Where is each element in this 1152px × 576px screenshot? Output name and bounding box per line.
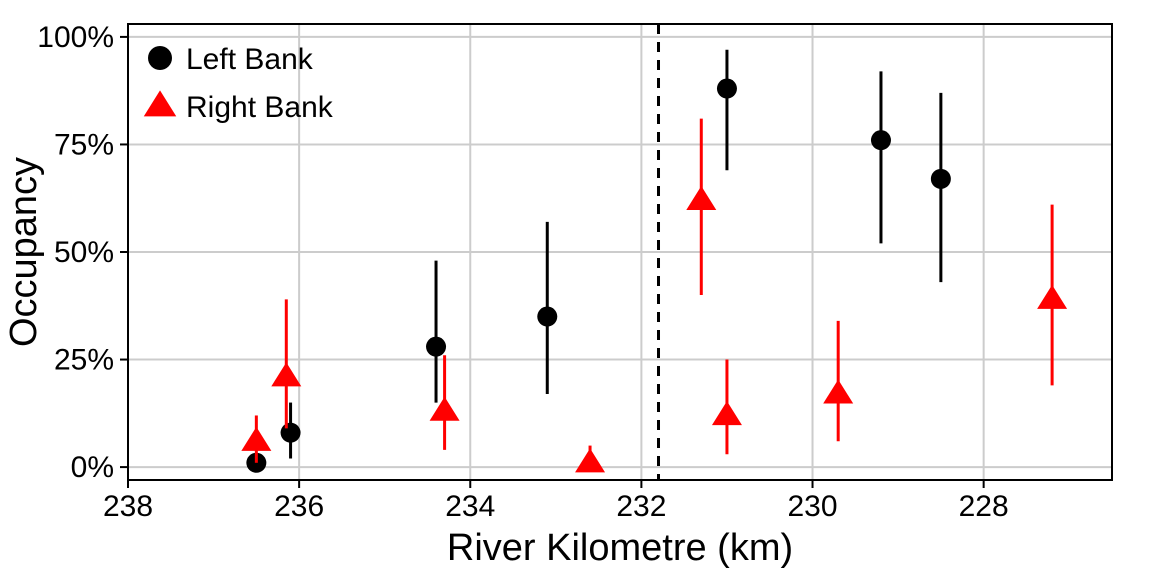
y-axis-title: Occupancy: [3, 157, 45, 347]
x-tick-label: 236: [274, 490, 324, 523]
y-tick-label: 50%: [54, 236, 114, 269]
chart-svg: 238 236 234 232 230 228 0% 25% 50% 75% 100% River K…: [0, 0, 1152, 576]
y-tick-label: 75%: [54, 128, 114, 161]
x-tick-label: 230: [787, 490, 837, 523]
x-tick-label: 238: [103, 490, 153, 523]
legend-label: Right Bank: [186, 91, 334, 124]
y-tick-label: 25%: [54, 344, 114, 377]
y-tick-label: 0%: [71, 451, 114, 484]
x-tick-label: 228: [959, 490, 1009, 523]
x-tick-label: 232: [616, 490, 666, 523]
y-tick-label: 100%: [37, 21, 114, 54]
x-tick-label: 234: [445, 490, 495, 523]
x-axis-title: River Kilometre (km): [447, 527, 793, 569]
legend-label: Left Bank: [186, 43, 314, 76]
occupancy-chart: 238 236 234 232 230 228 0% 25% 50% 75% 100% River K…: [0, 0, 1152, 576]
